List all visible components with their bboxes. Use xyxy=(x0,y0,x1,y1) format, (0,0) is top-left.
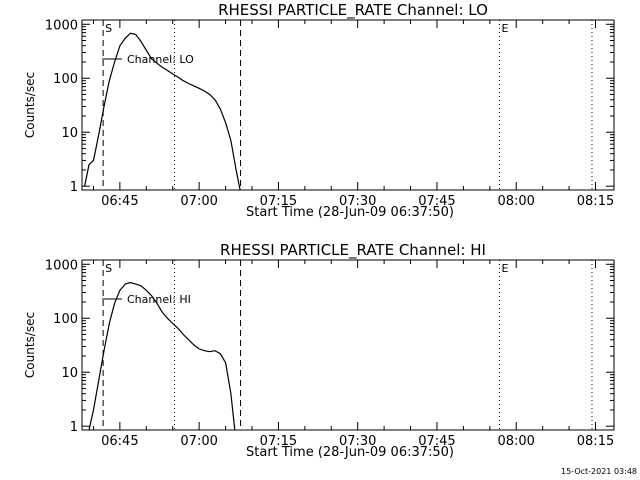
x-tick-label: 07:45 xyxy=(418,194,455,209)
y-tick-label: 1000 xyxy=(45,258,78,273)
legend-label: Channel: HI xyxy=(127,293,191,306)
chart-panel-1: RHESSI PARTICLE_RATE Channel: LO Counts/s… xyxy=(23,1,615,220)
y-tick-label: 10 xyxy=(61,126,78,141)
plot-frame xyxy=(81,259,615,431)
x-tick-label: 08:15 xyxy=(577,434,614,449)
x-tick-label: 07:30 xyxy=(339,434,376,449)
chart-panel-2: RHESSI PARTICLE_RATE Channel: HI Counts/s… xyxy=(23,241,615,460)
y-axis-label: Counts/sec xyxy=(23,72,37,138)
x-tick-label: 07:00 xyxy=(180,434,217,449)
chart-title: RHESSI PARTICLE_RATE Channel: LO xyxy=(218,1,488,20)
y-tick-label: 100 xyxy=(53,312,78,327)
x-axis-label: Start Time (28-Jun-09 06:37:50) xyxy=(246,205,454,220)
x-tick-label: 07:15 xyxy=(260,194,297,209)
series-line-lo xyxy=(84,32,241,190)
y-tick-label: 1000 xyxy=(45,18,78,33)
y-tick-label: 1 xyxy=(70,420,78,435)
plot-timestamp: 15-Oct-2021 03:48 xyxy=(561,467,637,476)
x-tick-label: 07:15 xyxy=(260,434,297,449)
x-tick-label: 08:00 xyxy=(497,434,534,449)
x-tick-label: 06:45 xyxy=(101,434,138,449)
chart-title: RHESSI PARTICLE_RATE Channel: HI xyxy=(220,241,486,260)
event-marker-label: S xyxy=(105,22,112,35)
event-marker-label: E xyxy=(501,262,508,275)
legend-label: Channel: LO xyxy=(127,53,194,66)
series-line-hi xyxy=(88,281,236,430)
x-tick-label: 06:45 xyxy=(101,194,138,209)
x-tick-label: 07:30 xyxy=(339,194,376,209)
y-axis-label: Counts/sec xyxy=(23,312,37,378)
x-tick-label: 07:00 xyxy=(180,194,217,209)
x-tick-label: 08:15 xyxy=(577,194,614,209)
event-marker-label: E xyxy=(501,22,508,35)
y-tick-label: 100 xyxy=(53,72,78,87)
x-axis-label: Start Time (28-Jun-09 06:37:50) xyxy=(246,445,454,460)
x-tick-label: 08:00 xyxy=(497,194,534,209)
plot-frame xyxy=(81,19,615,191)
event-marker-label: S xyxy=(105,262,112,275)
y-tick-label: 1 xyxy=(70,180,78,195)
y-tick-label: 10 xyxy=(61,366,78,381)
x-tick-label: 07:45 xyxy=(418,434,455,449)
